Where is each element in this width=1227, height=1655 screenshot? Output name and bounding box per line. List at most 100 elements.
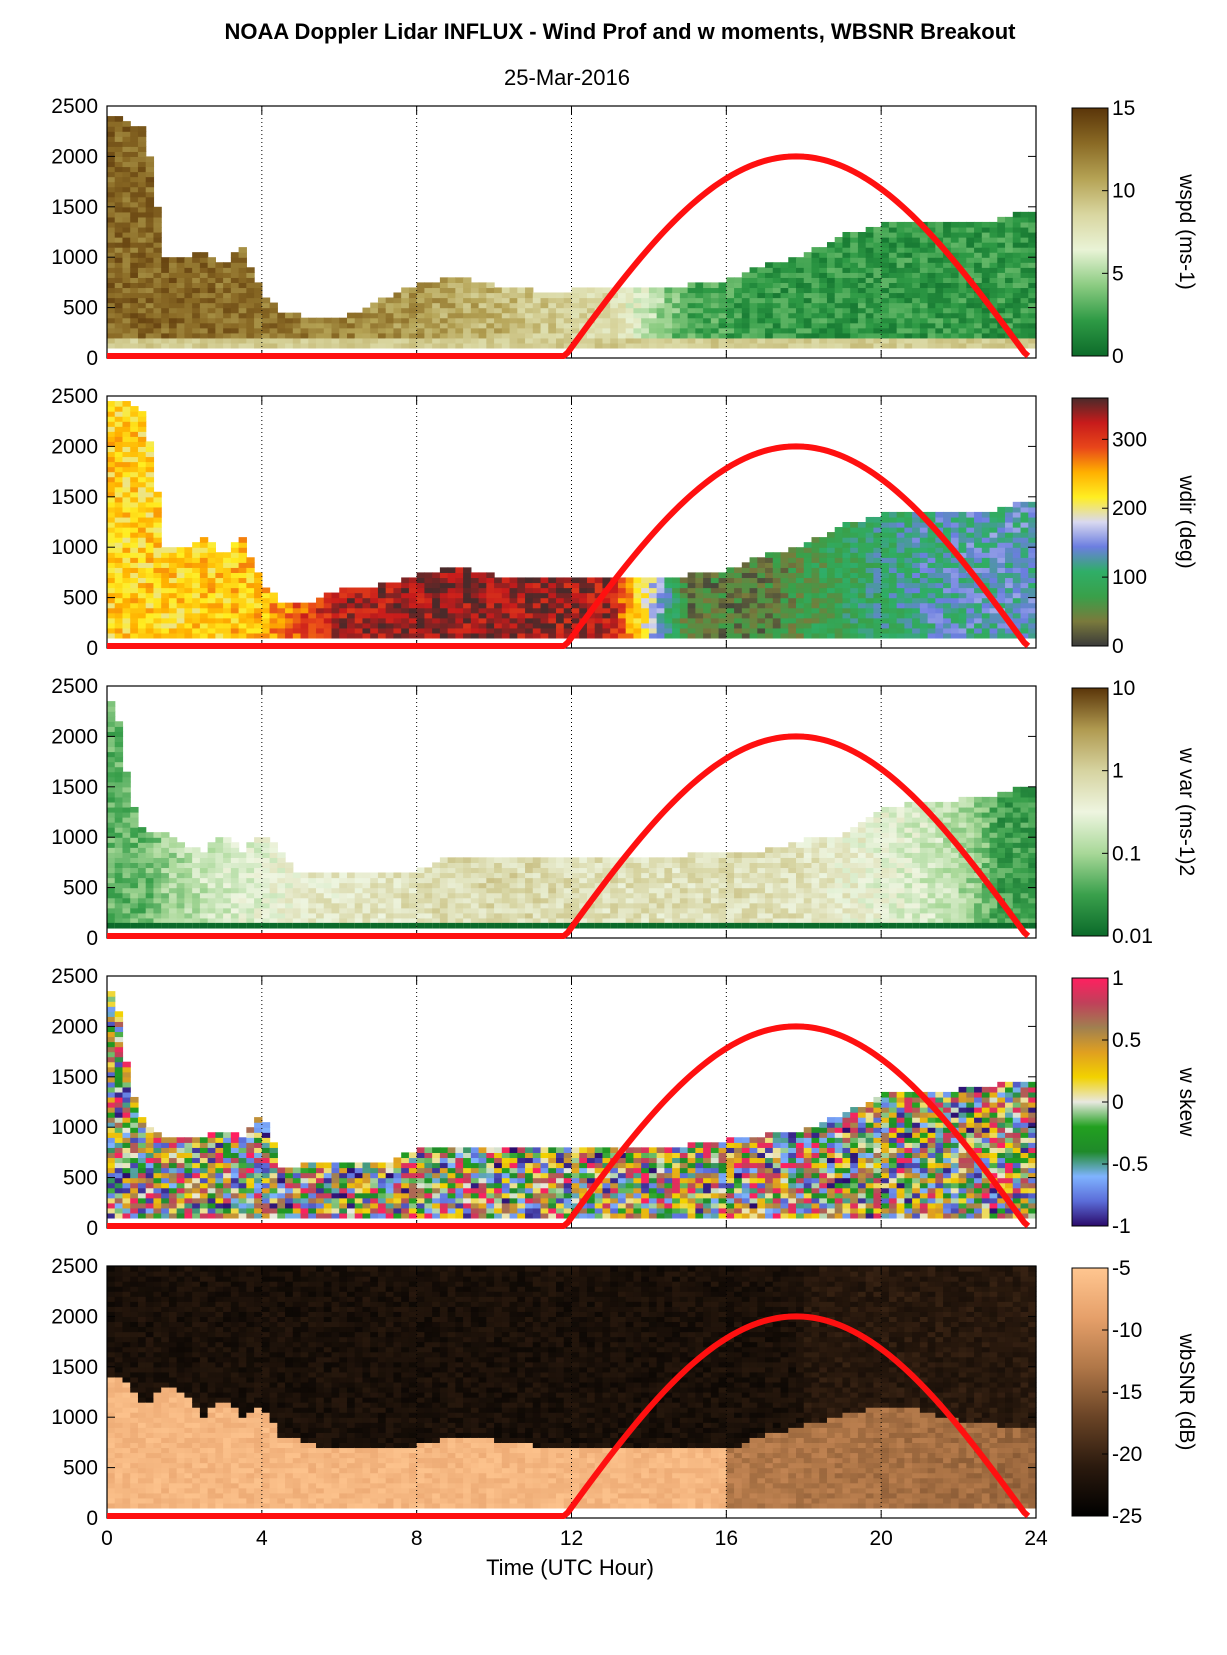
heatmap-cell bbox=[796, 342, 805, 349]
heatmap-cell bbox=[509, 297, 518, 304]
heatmap-cell bbox=[734, 617, 743, 624]
heatmap-cell bbox=[989, 226, 998, 233]
heatmap-cell bbox=[416, 622, 426, 629]
heatmap-cell bbox=[788, 272, 797, 278]
heatmap-cell bbox=[826, 282, 836, 289]
heatmap-cell bbox=[501, 627, 511, 634]
heatmap-cell bbox=[416, 317, 426, 324]
heatmap-cell bbox=[556, 627, 565, 634]
heatmap-cell bbox=[346, 632, 356, 639]
heatmap-cell bbox=[594, 622, 604, 629]
heatmap-cell bbox=[137, 892, 147, 899]
heatmap-cell bbox=[974, 232, 983, 238]
heatmap-cell bbox=[145, 532, 155, 538]
heatmap-cell bbox=[199, 852, 209, 858]
heatmap-cell bbox=[114, 461, 124, 468]
heatmap-cell bbox=[377, 917, 387, 924]
heatmap-cell bbox=[788, 307, 797, 314]
heatmap-cell bbox=[122, 622, 131, 629]
heatmap-cell bbox=[269, 612, 278, 619]
heatmap-cell bbox=[919, 307, 929, 314]
heatmap-cell bbox=[439, 602, 449, 609]
heatmap-cell bbox=[873, 277, 882, 283]
heatmap-cell bbox=[261, 862, 271, 869]
heatmap-cell bbox=[207, 272, 216, 278]
y-tick-label: 2500 bbox=[51, 385, 98, 408]
heatmap-cell bbox=[362, 612, 371, 619]
heatmap-cell bbox=[199, 332, 209, 339]
heatmap-cell bbox=[107, 577, 116, 584]
heatmap-cell bbox=[223, 312, 232, 319]
heatmap-cell bbox=[919, 602, 929, 609]
heatmap-cell bbox=[168, 857, 178, 863]
heatmap-cell bbox=[888, 247, 898, 253]
heatmap-cell bbox=[300, 872, 309, 879]
heatmap-cell bbox=[176, 307, 186, 314]
heatmap-cell bbox=[927, 577, 936, 584]
heatmap-cell bbox=[107, 627, 116, 634]
heatmap-cell bbox=[176, 257, 186, 263]
heatmap-cell bbox=[772, 597, 782, 604]
heatmap-cell bbox=[819, 297, 828, 304]
heatmap-cell bbox=[470, 317, 480, 324]
heatmap-cell bbox=[269, 602, 278, 609]
heatmap-cell bbox=[981, 597, 991, 604]
heatmap-cell bbox=[563, 627, 573, 634]
heatmap-cell bbox=[145, 867, 155, 874]
heatmap-cell bbox=[137, 491, 147, 498]
heatmap-cell bbox=[912, 242, 921, 248]
heatmap-cell bbox=[1005, 582, 1014, 589]
heatmap-cell bbox=[114, 522, 124, 528]
heatmap-cell bbox=[215, 867, 224, 874]
heatmap-cell bbox=[625, 332, 635, 339]
heatmap-cell bbox=[393, 327, 402, 334]
heatmap-cell bbox=[145, 592, 155, 599]
heatmap-cell bbox=[703, 322, 712, 329]
heatmap-cell bbox=[687, 582, 696, 589]
heatmap-cell bbox=[308, 612, 317, 619]
heatmap-cell bbox=[826, 622, 836, 629]
heatmap-cell bbox=[687, 572, 696, 579]
heatmap-cell bbox=[114, 817, 124, 823]
heatmap-cell bbox=[1020, 302, 1029, 309]
heatmap-cell bbox=[223, 622, 232, 629]
heatmap-cell bbox=[130, 277, 139, 283]
heatmap-cell bbox=[122, 887, 131, 894]
heatmap-cell bbox=[254, 577, 263, 584]
heatmap-cell bbox=[772, 342, 782, 349]
heatmap-cell bbox=[408, 607, 418, 614]
heatmap-cell bbox=[192, 557, 201, 563]
heatmap-cell bbox=[478, 592, 487, 599]
heatmap-cell bbox=[850, 232, 859, 238]
heatmap-cell bbox=[865, 627, 875, 634]
heatmap-cell bbox=[408, 602, 418, 609]
heatmap-cell bbox=[168, 632, 178, 639]
heatmap-cell bbox=[354, 907, 364, 914]
heatmap-cell bbox=[230, 332, 240, 339]
heatmap-cell bbox=[184, 632, 193, 639]
heatmap-cell bbox=[114, 466, 124, 473]
heatmap-cell bbox=[989, 337, 998, 344]
heatmap-cell bbox=[470, 607, 480, 614]
heatmap-cell bbox=[478, 597, 487, 604]
heatmap-cell bbox=[192, 257, 201, 263]
heatmap-cell bbox=[238, 547, 247, 553]
heatmap-cell bbox=[122, 322, 131, 329]
heatmap-cell bbox=[857, 327, 867, 334]
heatmap-cell bbox=[215, 907, 224, 914]
heatmap-cell bbox=[153, 587, 162, 594]
heatmap-cell bbox=[401, 292, 410, 299]
heatmap-cell bbox=[137, 832, 147, 838]
heatmap-cell bbox=[470, 302, 480, 309]
heatmap-cell bbox=[254, 322, 263, 329]
heatmap-cell bbox=[919, 607, 929, 614]
heatmap-cell bbox=[184, 847, 193, 853]
heatmap-cell bbox=[176, 562, 186, 568]
heatmap-cell bbox=[215, 272, 224, 278]
heatmap-cell bbox=[888, 257, 898, 263]
heatmap-cell bbox=[207, 277, 216, 283]
heatmap-cell bbox=[850, 307, 859, 314]
heatmap-cell bbox=[695, 622, 704, 629]
heatmap-cell bbox=[362, 307, 371, 314]
